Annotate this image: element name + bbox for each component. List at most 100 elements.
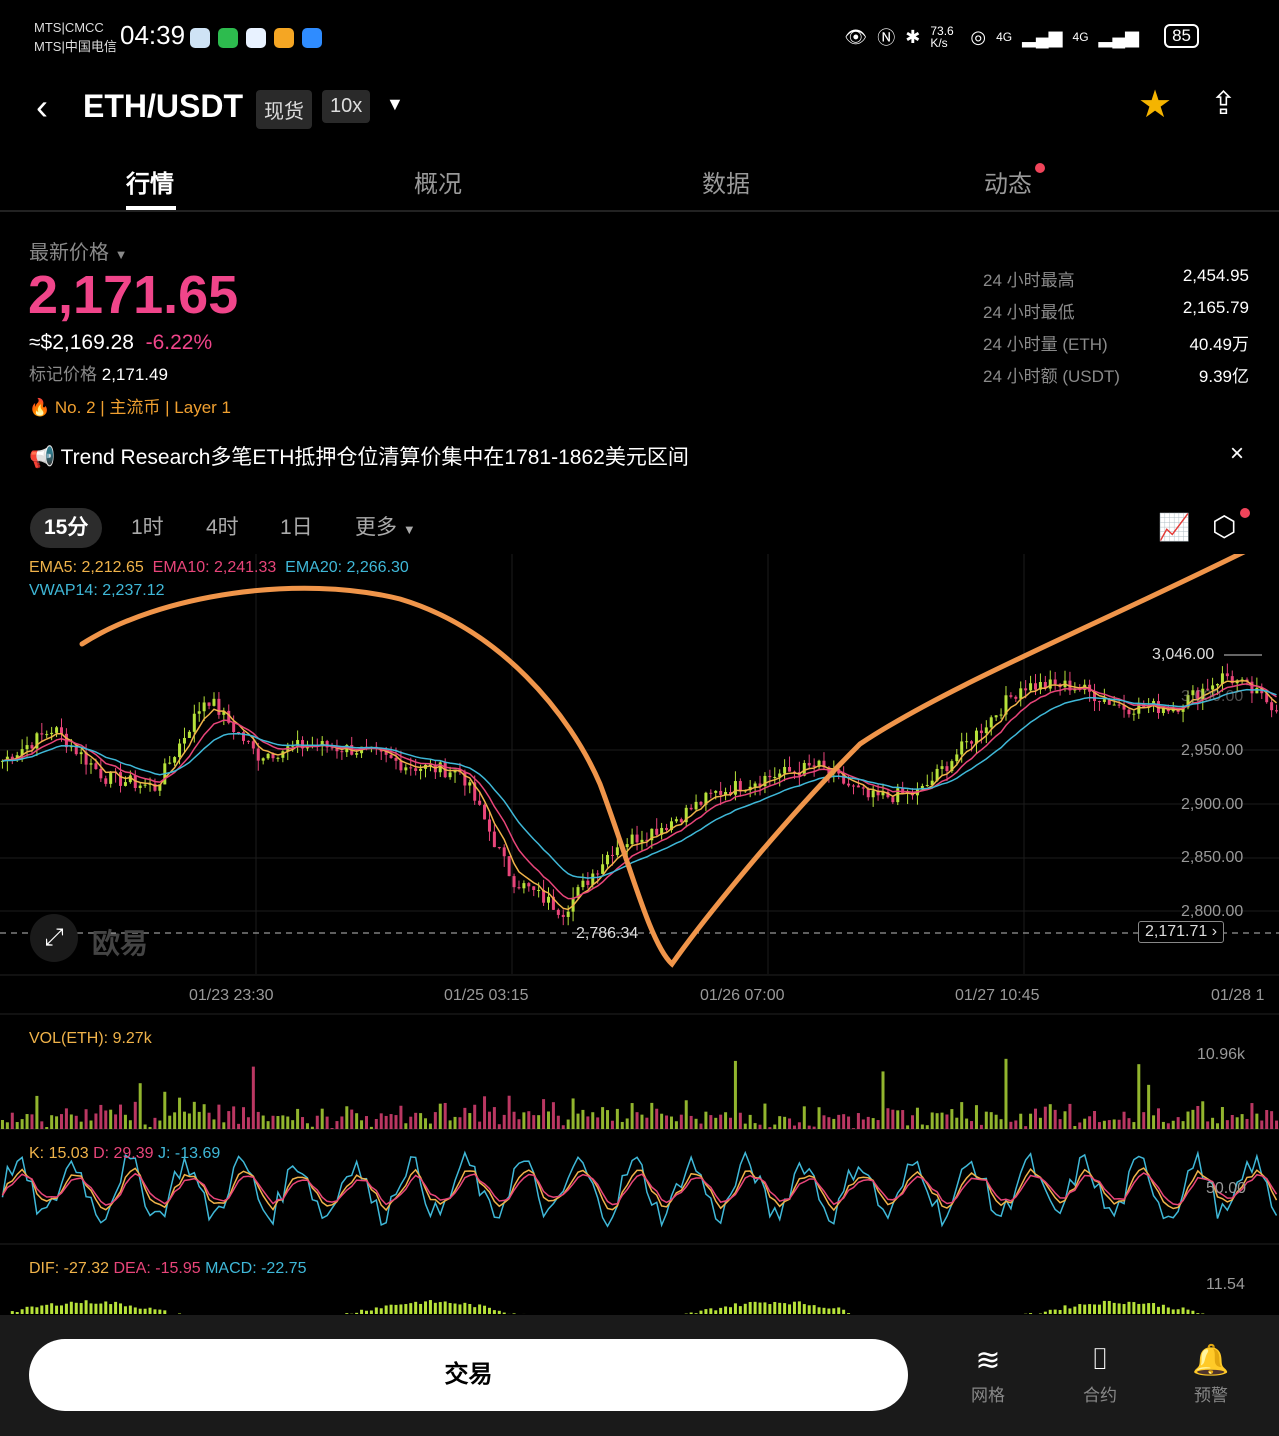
- back-icon[interactable]: ‹: [36, 86, 48, 127]
- candle-body: [487, 819, 491, 832]
- volume-bar: [404, 1123, 408, 1129]
- volume-bar: [448, 1120, 452, 1129]
- volume-bar: [1102, 1120, 1106, 1129]
- candle-body: [679, 819, 683, 823]
- pair-title[interactable]: ETH/USDT: [83, 88, 243, 124]
- candle-body: [232, 722, 236, 732]
- macd-tick: 11.54: [1206, 1276, 1245, 1293]
- alert-button[interactable]: 🔔 预警: [1171, 1343, 1251, 1406]
- volume-bar: [473, 1104, 477, 1129]
- volume-bar: [182, 1111, 186, 1129]
- volume-bar: [694, 1118, 698, 1129]
- volume-bar: [119, 1104, 123, 1129]
- macd-bar: [1093, 1304, 1097, 1314]
- current-price-tag[interactable]: 2,171.71 ›: [1138, 921, 1225, 943]
- volume-bar: [719, 1114, 723, 1129]
- volume-bar: [1093, 1110, 1097, 1129]
- volume-bar: [281, 1115, 285, 1129]
- volume-bar: [384, 1115, 388, 1129]
- macd-bar: [345, 1313, 349, 1314]
- macd-bar: [1142, 1303, 1146, 1314]
- macd-bar: [99, 1303, 103, 1314]
- interval-1d[interactable]: 1日: [280, 516, 313, 539]
- share-icon[interactable]: ⇪: [1210, 85, 1237, 121]
- volume-bar: [635, 1112, 639, 1129]
- candle-body: [256, 748, 260, 761]
- volume-bar: [1166, 1123, 1170, 1129]
- candle-body: [989, 717, 993, 728]
- candle-body: [1132, 713, 1136, 715]
- close-icon[interactable]: ×: [1230, 440, 1245, 467]
- candle-body: [650, 828, 654, 841]
- macd-bar: [178, 1313, 182, 1314]
- tab-news[interactable]: 动态: [984, 171, 1032, 198]
- candle-body: [684, 807, 688, 823]
- macd-bar: [1201, 1313, 1205, 1314]
- volume-bar: [994, 1114, 998, 1129]
- contract-button[interactable]: ⌷ 合约: [1060, 1343, 1140, 1406]
- macd-bar: [768, 1304, 772, 1314]
- volume-bar: [0, 1119, 4, 1129]
- volume-bar: [1230, 1114, 1234, 1129]
- candle-body: [812, 765, 816, 767]
- macd-bar: [133, 1307, 137, 1314]
- candle-body: [851, 785, 855, 787]
- macd-bar: [1073, 1306, 1077, 1314]
- candle-body: [817, 760, 821, 767]
- interval-4h[interactable]: 4时: [206, 516, 239, 539]
- hotspot-icon: ◎: [970, 26, 987, 47]
- layer1-tag[interactable]: Layer 1: [174, 398, 231, 417]
- candle-body: [979, 730, 983, 734]
- header: ‹ ETH/USDT 现货 10x ▼ ★ ⇪: [0, 80, 1279, 136]
- interval-more[interactable]: 更多 ▼: [355, 516, 416, 539]
- macd-bar: [714, 1310, 718, 1314]
- tab-data[interactable]: 数据: [702, 171, 750, 198]
- macd-bar: [1112, 1302, 1116, 1314]
- volume-bar: [517, 1119, 521, 1129]
- volume-bar: [463, 1107, 467, 1129]
- settings-icon[interactable]: ⬡: [1212, 511, 1237, 542]
- volume-bar: [266, 1121, 270, 1129]
- ema-legend: EMA5: 2,212.65 EMA10: 2,241.33 EMA20: 2,…: [29, 559, 409, 577]
- macd-bar: [738, 1306, 742, 1314]
- mainstream-tag[interactable]: 主流币: [109, 398, 161, 417]
- trade-button[interactable]: 交易: [29, 1339, 908, 1411]
- candle-body: [876, 790, 880, 796]
- kline-chart[interactable]: [0, 554, 1279, 1314]
- volume-bar: [615, 1108, 619, 1129]
- candle-body: [1220, 673, 1224, 685]
- pair-dropdown-icon[interactable]: ▼: [386, 94, 404, 114]
- macd-bar: [153, 1309, 157, 1314]
- candle-body: [20, 749, 24, 756]
- macd-bar: [369, 1310, 373, 1314]
- volume-bar: [109, 1109, 113, 1129]
- tab-overview[interactable]: 概况: [414, 171, 462, 198]
- tab-market[interactable]: 行情: [126, 171, 174, 198]
- interval-1h[interactable]: 1时: [131, 516, 164, 539]
- candle-body: [714, 790, 718, 793]
- candle-body: [399, 760, 403, 771]
- volume-bar: [301, 1117, 305, 1129]
- volume-bar: [709, 1115, 713, 1129]
- volume-bar: [689, 1115, 693, 1129]
- volume-bar: [684, 1100, 688, 1129]
- candle-body: [438, 762, 442, 773]
- app-icon: [246, 28, 266, 48]
- volume-bar: [128, 1120, 132, 1129]
- indicator-icon[interactable]: 📈: [1158, 512, 1191, 542]
- candle-body: [0, 760, 4, 762]
- rank-tag[interactable]: No. 2: [54, 398, 96, 417]
- star-icon[interactable]: ★: [1138, 84, 1173, 126]
- volume-bar: [1206, 1121, 1210, 1129]
- notice-bar[interactable]: 📢 Trend Research多笔ETH抵押仓位清算价集中在1781-1862…: [29, 441, 689, 471]
- interval-15m[interactable]: 15分: [30, 508, 103, 548]
- grid-button[interactable]: ≋ 网格: [948, 1343, 1028, 1406]
- fullscreen-icon[interactable]: ⤢: [30, 914, 78, 962]
- macd-bar: [1053, 1309, 1057, 1314]
- candle-body: [492, 831, 496, 848]
- volume-bar: [896, 1110, 900, 1129]
- volume-bar: [655, 1108, 659, 1129]
- volume-bar: [10, 1112, 14, 1129]
- price-label[interactable]: 最新价格 ▼: [29, 236, 127, 265]
- stats-24h: 24 小时最高 2,454.95 24 小时最低 2,165.79 24 小时量 (…: [983, 266, 1249, 394]
